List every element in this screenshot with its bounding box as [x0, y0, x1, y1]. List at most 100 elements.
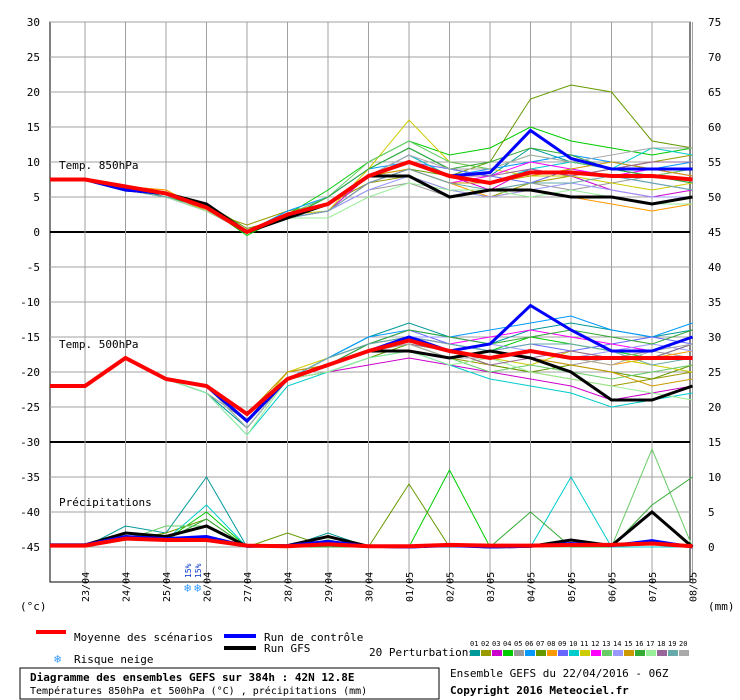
pert-number: 04	[503, 640, 511, 648]
left-tick-label: -10	[20, 296, 40, 309]
footer-subtitle: Températures 850hPa et 500hPa (°C) , pré…	[30, 685, 367, 697]
left-tick-label: 15	[27, 121, 40, 134]
pert-number: 19	[668, 640, 676, 648]
pert-swatch	[569, 650, 579, 656]
t850-perturbation-line	[50, 168, 693, 233]
snowflake-icon: ❄	[194, 581, 201, 595]
pert-number: 10	[569, 640, 577, 648]
date-tick-label: 07/05	[648, 572, 659, 602]
pert-number: 01	[470, 640, 478, 648]
right-tick-label: 40	[708, 261, 721, 274]
date-tick-label: 25/04	[162, 572, 173, 602]
pert-swatch	[624, 650, 634, 656]
pert-swatch	[635, 650, 645, 656]
legend-control-label: Run de contrôle	[264, 631, 363, 644]
right-tick-label: 30	[708, 331, 721, 344]
pert-number: 07	[536, 640, 544, 648]
t850-mean-line	[50, 159, 693, 235]
footer-title: Diagramme des ensembles GEFS sur 384h : …	[30, 671, 355, 684]
pert-number: 02	[481, 640, 489, 648]
left-tick-label: -20	[20, 366, 40, 379]
pert-number: 05	[514, 640, 522, 648]
snow-risk-markers: 15% 15% ❄ ❄	[184, 563, 203, 595]
t500-perturbation-line	[50, 350, 693, 436]
pert-number: 12	[591, 640, 599, 648]
date-tick-label: 08/05	[689, 572, 700, 602]
snow-risk-pct-2: 15%	[194, 563, 203, 578]
date-tick-label: 06/05	[608, 572, 619, 602]
pert-legend: 01 02 03 04 05 06 07 08 09 10 11 12 13 14 15 16 17 18 19 20	[470, 640, 689, 656]
date-tick-label: 04/05	[527, 572, 538, 602]
legend-gfs-label: Run GFS	[264, 642, 310, 655]
main-lines	[50, 128, 694, 549]
left-axis-unit: (°c)	[20, 600, 47, 613]
date-tick-label: 26/04	[203, 572, 214, 602]
panel-label-precip: Précipitations	[59, 496, 152, 509]
pert-swatch	[602, 650, 612, 656]
t500-perturbation-line	[50, 343, 693, 422]
legend: Moyenne des scénarios Run de contrôle Ru…	[36, 630, 689, 666]
right-tick-label: 25	[708, 366, 721, 379]
pert-number: 11	[580, 640, 588, 648]
snow-risk-pct-1: 15%	[184, 563, 193, 578]
pert-swatch	[591, 650, 601, 656]
panel-label-500: Temp. 500hPa	[59, 338, 138, 351]
panel-label-850: Temp. 850hPa	[59, 159, 138, 172]
right-tick-label: 55	[708, 156, 721, 169]
right-tick-label: 65	[708, 86, 721, 99]
pert-swatch	[580, 650, 590, 656]
right-tick-label: 35	[708, 296, 721, 309]
legend-snow-label: Risque neige	[74, 653, 153, 666]
date-tick-label: 29/04	[324, 572, 335, 602]
pert-swatch	[558, 650, 568, 656]
t500-perturbation-line	[50, 350, 693, 436]
right-tick-label: 15	[708, 436, 721, 449]
left-tick-label: 0	[33, 226, 40, 239]
pert-number: 15	[624, 640, 632, 648]
left-tick-label: -15	[20, 331, 40, 344]
pert-swatch	[613, 650, 623, 656]
date-tick-label: 30/04	[365, 572, 376, 602]
date-tick-label: 24/04	[122, 572, 133, 602]
date-tick-label: 23/04	[81, 572, 92, 602]
right-tick-label: 20	[708, 401, 721, 414]
left-tick-label: 25	[27, 51, 40, 64]
left-tick-label: -40	[20, 506, 40, 519]
pert-number: 20	[679, 640, 687, 648]
left-tick-label: 30	[27, 16, 40, 29]
pert-swatch	[679, 650, 689, 656]
legend-mean-label: Moyenne des scénarios	[74, 631, 213, 644]
date-tick-label: 28/04	[284, 572, 295, 602]
left-tick-label: 10	[27, 156, 40, 169]
footer-ensemble: Ensemble GEFS du 22/04/2016 - 06Z	[450, 667, 669, 680]
right-tick-label: 70	[708, 51, 721, 64]
t850-perturbation-line	[50, 84, 693, 230]
pert-swatch	[470, 650, 480, 656]
date-tick-label: 01/05	[405, 572, 416, 602]
pert-number: 08	[547, 640, 555, 648]
right-axis-unit: (mm)	[708, 600, 735, 613]
pert-swatch	[547, 650, 557, 656]
t500-mean-line	[50, 338, 693, 417]
pert-number: 18	[657, 640, 665, 648]
left-tick-label: 5	[33, 191, 40, 204]
date-tick-label: 27/04	[243, 572, 254, 602]
pert-swatch	[503, 650, 513, 656]
pert-swatch	[514, 650, 524, 656]
left-tick-label: 20	[27, 86, 40, 99]
pert-number: 17	[646, 640, 654, 648]
precip-mean-line	[50, 536, 693, 549]
t500-perturbation-line	[50, 322, 693, 429]
pert-number: 06	[525, 640, 533, 648]
footer-box	[19, 667, 440, 700]
pert-swatch	[525, 650, 535, 656]
left-tick-label: -45	[20, 541, 40, 554]
t850-perturbation-line	[50, 126, 693, 237]
pert-number: 03	[492, 640, 500, 648]
legend-pert-label: 20 Perturbations	[369, 646, 475, 659]
pert-swatch	[536, 650, 546, 656]
right-tick-label: 10	[708, 471, 721, 484]
date-tick-label: 05/05	[567, 572, 578, 602]
